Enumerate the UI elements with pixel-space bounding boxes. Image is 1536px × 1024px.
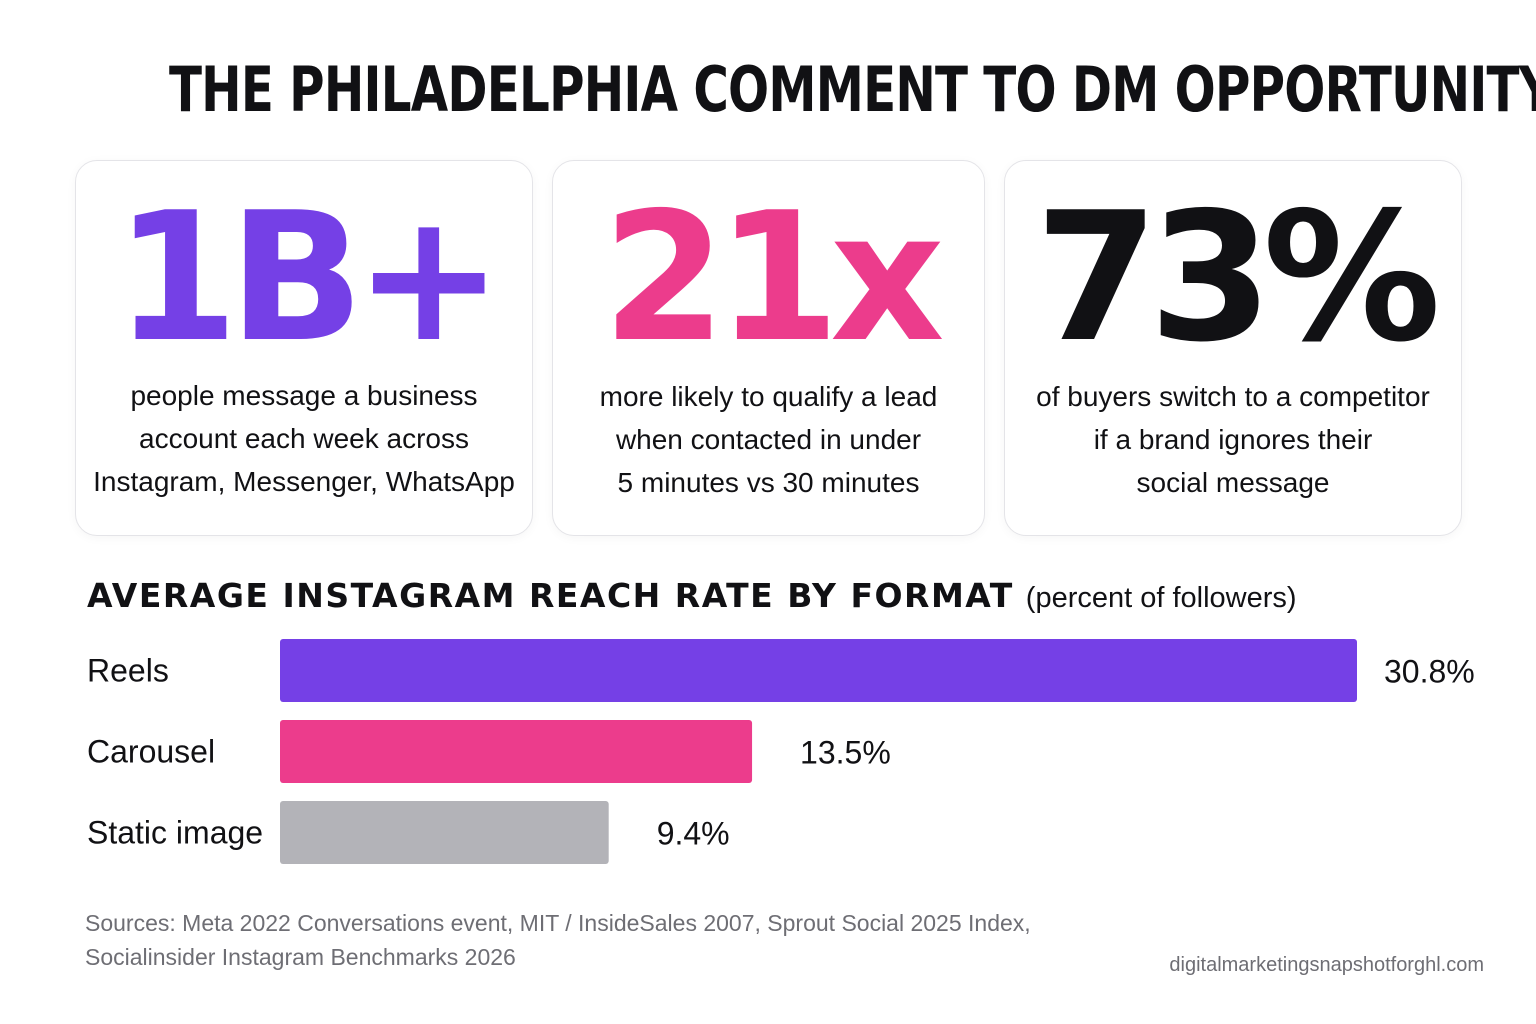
stat-description: more likely to qualify a lead when conta… bbox=[553, 375, 984, 504]
stat-description-line: more likely to qualify a lead bbox=[599, 381, 938, 412]
stat-value: 1B+ bbox=[114, 174, 504, 381]
stat-description-line: when contacted in under bbox=[615, 424, 922, 455]
stat-value: 73% bbox=[1034, 174, 1441, 381]
stat-card-messaging: 1B+ people message a business account ea… bbox=[75, 160, 533, 536]
stat-description-line: account each week across bbox=[139, 423, 469, 454]
bar-value-label: 13.5% bbox=[800, 735, 891, 771]
chart-subtitle: (percent of followers) bbox=[1025, 582, 1297, 614]
bar-category-label: Reels bbox=[87, 653, 169, 689]
stat-description-line: 5 minutes vs 30 minutes bbox=[617, 467, 920, 498]
sources-line: Socialinsider Instagram Benchmarks 2026 bbox=[85, 944, 516, 970]
stat-card-buyer-switch: 73% of buyers switch to a competitor if … bbox=[1004, 160, 1462, 536]
sources-note: Sources: Meta 2022 Conversations event, … bbox=[85, 906, 1031, 974]
reach-rate-bar-chart: Reels 30.8% Carousel 13.5% Static image 9.4% bbox=[87, 639, 1475, 864]
stat-card-lead-qualification: 21x more likely to qualify a lead when c… bbox=[552, 160, 985, 536]
website-credit: digitalmarketingsnapshotforghl.com bbox=[1169, 954, 1484, 976]
bar-value-label: 9.4% bbox=[657, 816, 730, 852]
bar-reels bbox=[280, 639, 1357, 702]
bar-static-image bbox=[280, 801, 609, 864]
stat-value: 21x bbox=[602, 174, 945, 381]
stat-description: people message a business account each w… bbox=[76, 374, 532, 503]
chart-title: AVERAGE INSTAGRAM REACH RATE BY FORMAT bbox=[87, 576, 1014, 615]
chart-heading: AVERAGE INSTAGRAM REACH RATE BY FORMAT (p… bbox=[87, 576, 1297, 615]
stat-description-line: Instagram, Messenger, WhatsApp bbox=[93, 466, 515, 497]
stat-description-line: of buyers switch to a competitor bbox=[1036, 381, 1430, 412]
stat-description: of buyers switch to a competitor if a br… bbox=[1005, 375, 1461, 504]
bar-carousel bbox=[280, 720, 753, 783]
sources-line: Sources: Meta 2022 Conversations event, … bbox=[85, 910, 1031, 936]
stat-description-line: if a brand ignores their bbox=[1093, 424, 1373, 455]
bar-value-label: 30.8% bbox=[1384, 654, 1475, 690]
bar-category-label: Carousel bbox=[87, 734, 215, 770]
page-title: THE PHILADELPHIA COMMENT TO DM OPPORTUNI… bbox=[168, 53, 1536, 126]
bar-category-label: Static image bbox=[87, 815, 263, 851]
stat-description-line: social message bbox=[1136, 467, 1330, 498]
stat-description-line: people message a business bbox=[130, 380, 478, 411]
